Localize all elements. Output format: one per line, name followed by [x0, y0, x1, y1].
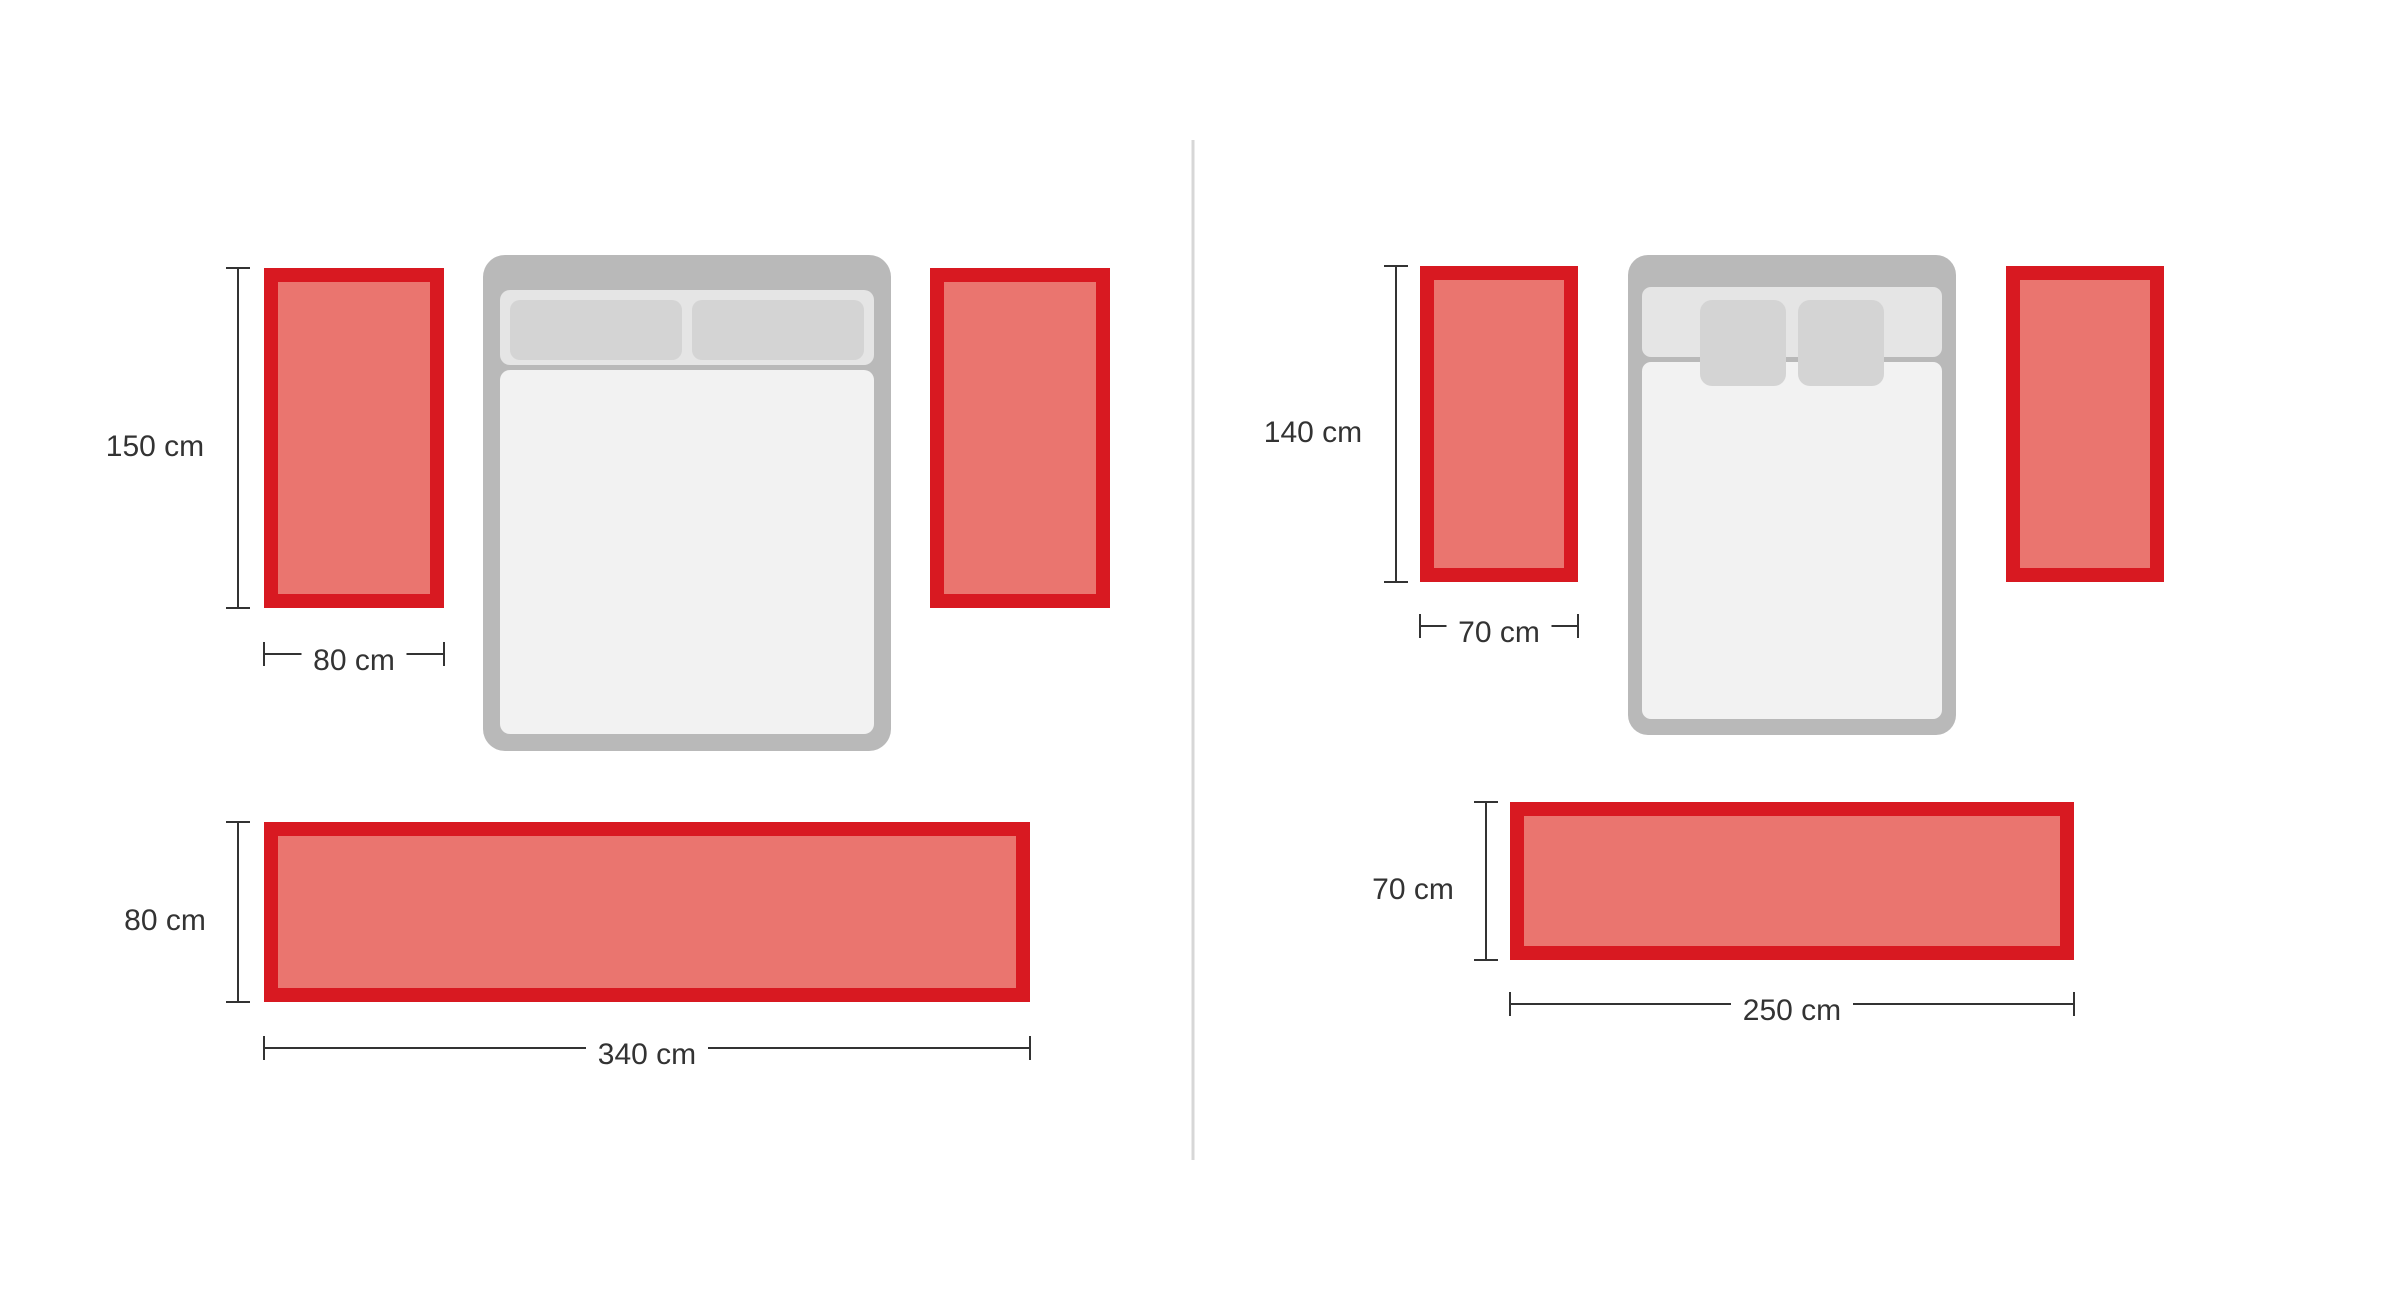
left-dim-side-width-label: 80 cm: [313, 644, 395, 677]
diagram-canvas: 150 cm 80 cm 80 cm 340 cm 140 cm 70 cm 70 cm 25…: [0, 0, 2400, 1316]
left-bed: [483, 255, 891, 751]
left-dim-bottom-width-label: 340 cm: [598, 1038, 696, 1071]
pillow-1: [692, 300, 864, 360]
left-dim-side-height: 150 cm: [106, 268, 250, 608]
left-dim-bottom-height-label: 80 cm: [124, 904, 206, 937]
right-dim-side-width-label: 70 cm: [1458, 616, 1540, 649]
left-rug-right: [930, 268, 1110, 608]
right-dim-side-height-label: 140 cm: [1264, 416, 1362, 449]
pillow-1: [1798, 300, 1884, 386]
right-rug-right: [2006, 266, 2164, 582]
right-dim-bottom-width: 250 cm: [1510, 984, 2074, 1027]
left-rug-left: [264, 268, 444, 608]
pillow-0: [510, 300, 682, 360]
right-dim-side-width: 70 cm: [1420, 606, 1578, 649]
right-rug-left: [1420, 266, 1578, 582]
right-rug-bottom: [1510, 802, 2074, 960]
right-bed: [1628, 255, 1956, 735]
left-dim-side-width: 80 cm: [264, 634, 444, 677]
bed-blanket: [1642, 362, 1942, 719]
bed-blanket: [500, 370, 874, 734]
pillow-0: [1700, 300, 1786, 386]
right-dim-side-height: 140 cm: [1264, 266, 1408, 582]
bed-sheet: [1642, 287, 1942, 357]
left-dim-side-height-label: 150 cm: [106, 430, 204, 463]
right-dim-bottom-height: 70 cm: [1372, 802, 1498, 960]
right-dim-bottom-height-label: 70 cm: [1372, 873, 1454, 906]
left-rug-bottom: [264, 822, 1030, 1002]
left-dim-bottom-height: 80 cm: [124, 822, 250, 1002]
left-dim-bottom-width: 340 cm: [264, 1028, 1030, 1071]
right-dim-bottom-width-label: 250 cm: [1743, 994, 1841, 1027]
